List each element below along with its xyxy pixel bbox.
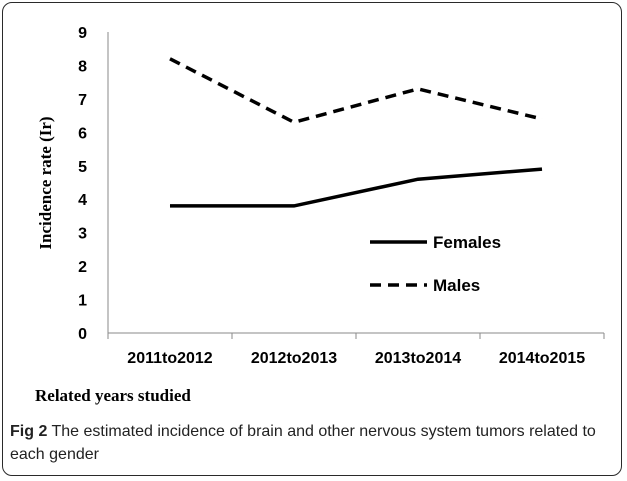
series-lines	[169, 57, 543, 208]
series-line-males	[169, 57, 543, 125]
x-tick-label: 2011to2012	[127, 350, 213, 367]
figure-caption-text: The estimated incidence of brain and oth…	[10, 423, 596, 463]
figure-caption: Fig 2 The estimated incidence of brain a…	[10, 420, 610, 466]
legend: Females Males	[370, 233, 501, 295]
x-tick-label: 2013to2014	[375, 350, 461, 367]
x-tick-labels: 2011to2012 2012to2013 2013to2014 2014to2015	[127, 350, 585, 367]
y-tick-label: 8	[78, 58, 87, 75]
figure-label: Fig 2	[10, 423, 48, 440]
y-tick-label: 4	[78, 192, 87, 209]
y-tick-label: 5	[78, 159, 87, 176]
y-tick-label: 9	[78, 25, 87, 42]
x-axis-title: Related years studied	[35, 386, 191, 405]
y-tick-label: 1	[78, 293, 87, 310]
y-axis-title: Incidence rate (Ir)	[36, 116, 55, 249]
legend-label-males: Males	[433, 276, 480, 295]
x-tick-label: 2012to2013	[251, 350, 337, 367]
y-tick-label: 3	[78, 226, 87, 243]
y-tick-label: 2	[78, 259, 87, 276]
y-tick-label: 7	[78, 92, 87, 109]
y-tick-label: 0	[78, 326, 87, 343]
legend-label-females: Females	[433, 233, 501, 252]
line-chart: 0 1 2 3 4 5 6 7 8 9 2011to2012 2012to2013 2013to201…	[35, 25, 605, 405]
figure-frame	[2, 2, 622, 476]
x-tick-label: 2014to2015	[499, 350, 585, 367]
series-line-females	[170, 167, 543, 208]
y-tick-labels: 0 1 2 3 4 5 6 7 8 9	[78, 25, 87, 343]
y-tick-label: 6	[78, 125, 87, 142]
